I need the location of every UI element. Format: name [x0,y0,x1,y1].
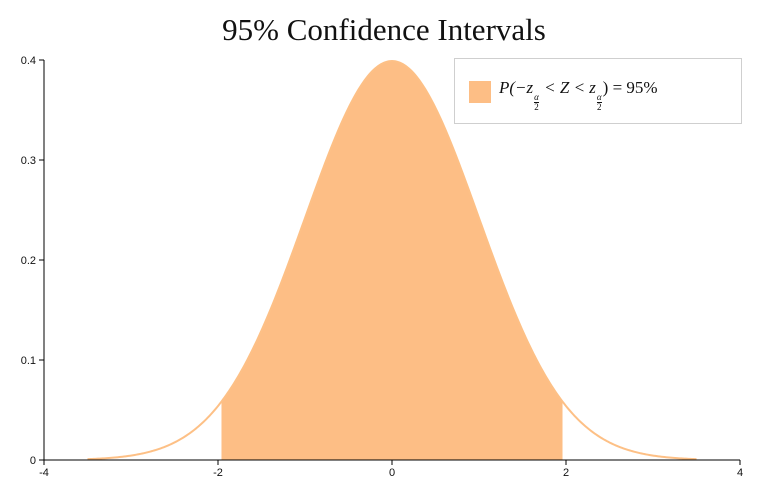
shaded-area [221,61,563,461]
x-tick-label: -2 [213,467,223,479]
legend: P(−z α 2 < Z < z α 2) = 95% [454,58,742,124]
legend-frac-num-2: α [596,92,602,103]
legend-label-z1: z [526,78,534,97]
x-tick-label: 2 [563,467,569,479]
x-tick-label: 0 [389,467,395,479]
curve-layer [87,60,697,461]
chart-title: 95% Confidence Intervals [222,12,546,47]
legend-label-z2: z [589,78,596,97]
legend-frac-den: 2 [534,102,539,112]
y-tick-label: 0 [30,455,36,467]
shaded-area-layer [221,61,563,461]
y-tick-label: 0.3 [21,155,36,167]
x-tick-label: 4 [737,467,743,479]
legend-frac-num: α [534,92,539,103]
axes-layer: -4 -2 0 2 4 0 0.1 0.2 0.3 0.4 [21,55,743,479]
legend-swatch [469,81,491,103]
legend-label-mid: < Z < [539,78,590,97]
legend-label: P(−z α 2 < Z < z α 2) = 95% [499,78,658,112]
y-tick-label: 0.2 [21,255,36,267]
y-tick-label: 0.4 [21,55,36,67]
legend-frac-den-2: 2 [597,102,602,112]
legend-label-close: ) = 95% [602,78,658,97]
legend-label-p: P(− [499,78,527,97]
x-tick-label: -4 [39,467,49,479]
y-tick-label: 0.1 [21,355,36,367]
density-curve [87,60,697,461]
